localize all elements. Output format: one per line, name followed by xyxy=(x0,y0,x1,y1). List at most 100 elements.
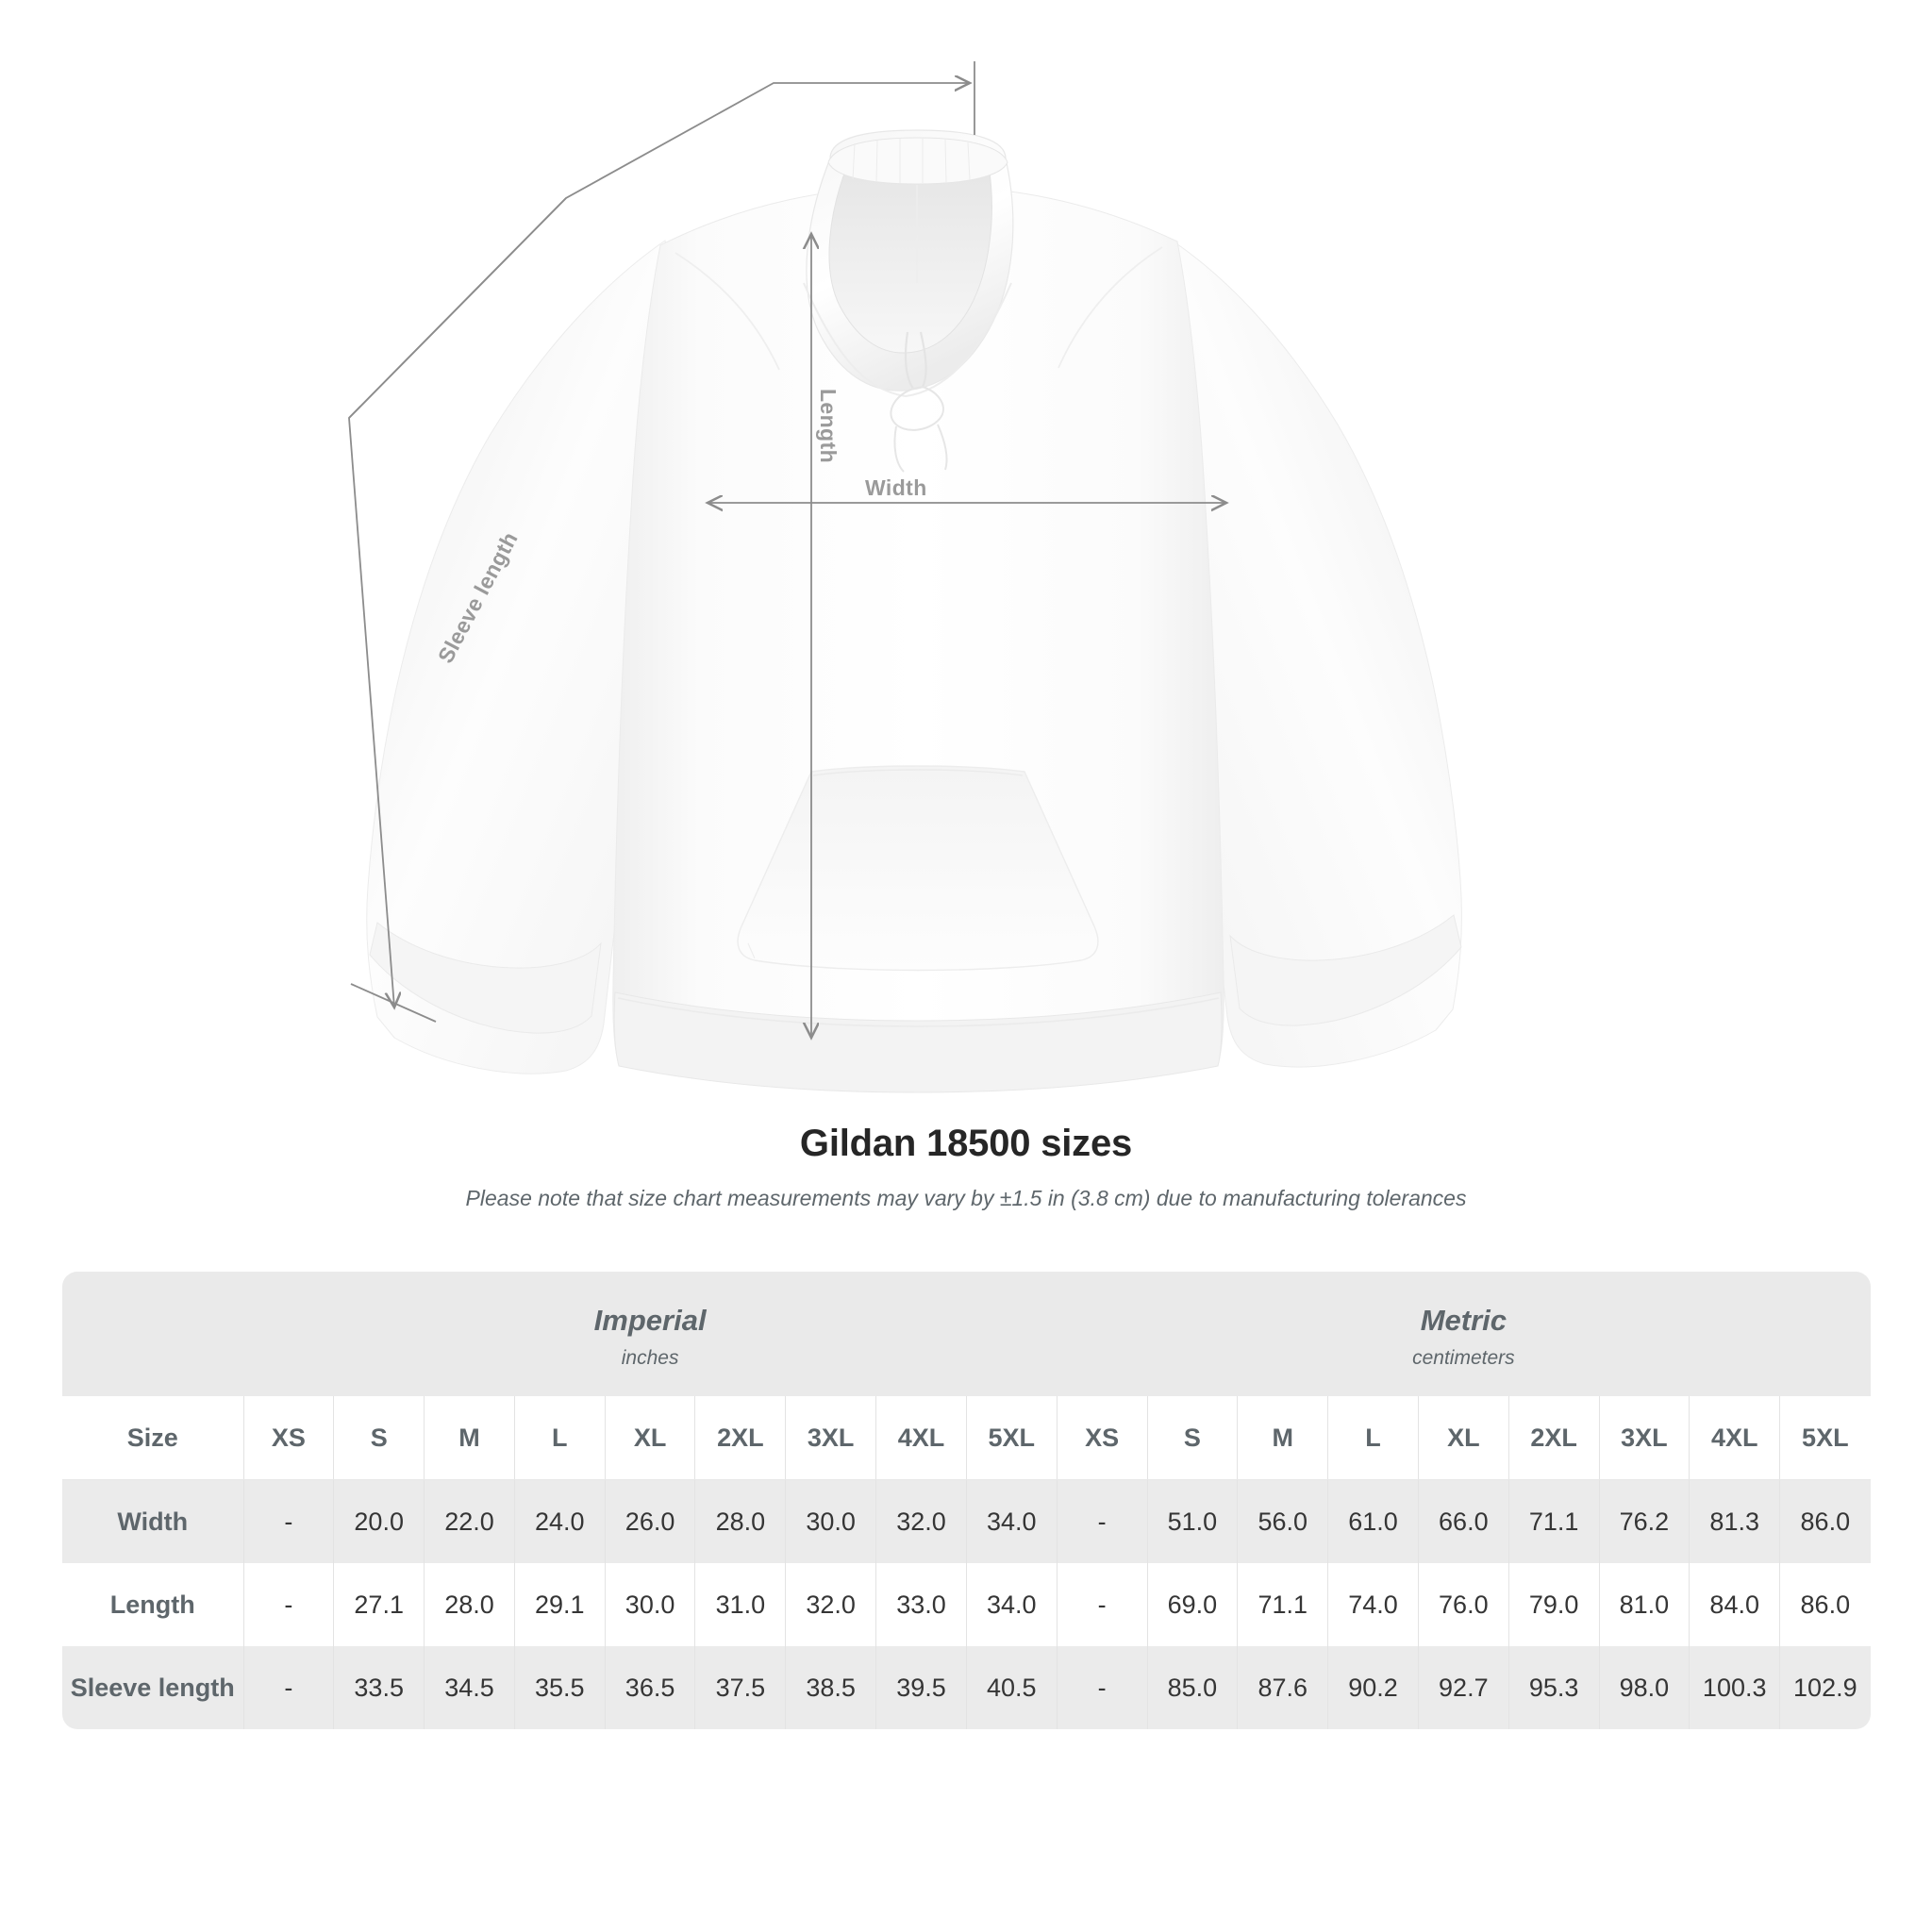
cell-sleeve-imperial-2xl: 37.5 xyxy=(694,1646,786,1729)
unit-banner-metric: Metric centimeters xyxy=(1057,1272,1871,1396)
col-header-imperial-xs: XS xyxy=(242,1396,334,1480)
unit-name-metric: Metric xyxy=(1420,1304,1507,1337)
unit-sub-imperial: inches xyxy=(621,1347,679,1369)
cell-width-imperial-xs: - xyxy=(242,1479,334,1563)
cell-length-metric-4xl: 84.0 xyxy=(1689,1563,1780,1646)
col-header-metric-xl: XL xyxy=(1417,1396,1509,1480)
cell-sleeve-metric-4xl: 100.3 xyxy=(1689,1646,1780,1729)
unit-name-imperial: Imperial xyxy=(593,1304,707,1337)
cell-sleeve-imperial-m: 34.5 xyxy=(424,1646,515,1729)
row-label-length: Length xyxy=(62,1563,243,1646)
title-block: Gildan 18500 sizes Please note that size… xyxy=(0,1123,1932,1211)
cell-length-imperial-3xl: 32.0 xyxy=(785,1563,876,1646)
size-table: Imperial inches Metric centimeters Size xyxy=(62,1272,1871,1729)
cell-length-imperial-l: 29.1 xyxy=(513,1563,606,1646)
col-header-metric-5xl: 5XL xyxy=(1779,1396,1871,1480)
col-header-imperial-l: L xyxy=(513,1396,606,1480)
cell-length-imperial-s: 27.1 xyxy=(333,1563,425,1646)
cell-sleeve-metric-s: 85.0 xyxy=(1146,1646,1238,1729)
unit-sub-metric: centimeters xyxy=(1412,1347,1515,1369)
cell-sleeve-metric-xs: - xyxy=(1056,1646,1148,1729)
measurement-lines xyxy=(348,61,1226,1038)
cell-width-metric-3xl: 76.2 xyxy=(1598,1479,1690,1563)
cell-sleeve-metric-2xl: 95.3 xyxy=(1507,1646,1600,1729)
col-header-metric-m: M xyxy=(1237,1396,1328,1480)
cell-sleeve-imperial-5xl: 40.5 xyxy=(965,1646,1058,1729)
col-header-imperial-5xl: 5XL xyxy=(965,1396,1058,1480)
col-header-imperial-m: M xyxy=(424,1396,515,1480)
cell-width-imperial-xl: 26.0 xyxy=(604,1479,695,1563)
sleeve-dimension-path xyxy=(348,197,567,1008)
cell-length-metric-xs: - xyxy=(1056,1563,1148,1646)
hoodie-graphic xyxy=(366,129,1462,1093)
cell-length-imperial-4xl: 33.0 xyxy=(875,1563,967,1646)
col-header-metric-l: L xyxy=(1327,1396,1419,1480)
col-header-metric-xs: XS xyxy=(1056,1396,1148,1480)
cell-sleeve-metric-xl: 92.7 xyxy=(1417,1646,1509,1729)
cell-length-metric-l: 74.0 xyxy=(1327,1563,1419,1646)
cell-width-metric-s: 51.0 xyxy=(1146,1479,1238,1563)
cell-width-metric-l: 61.0 xyxy=(1327,1479,1419,1563)
length-label: Length xyxy=(816,388,841,464)
cell-sleeve-metric-l: 90.2 xyxy=(1327,1646,1419,1729)
cell-length-metric-s: 69.0 xyxy=(1146,1563,1238,1646)
cell-sleeve-imperial-xs: - xyxy=(242,1646,334,1729)
cell-width-imperial-5xl: 34.0 xyxy=(965,1479,1058,1563)
cell-sleeve-metric-3xl: 98.0 xyxy=(1598,1646,1690,1729)
col-header-imperial-2xl: 2XL xyxy=(694,1396,786,1480)
cell-length-imperial-m: 28.0 xyxy=(424,1563,515,1646)
width-label: Width xyxy=(865,475,927,500)
cell-width-imperial-m: 22.0 xyxy=(424,1479,515,1563)
cell-sleeve-imperial-3xl: 38.5 xyxy=(785,1646,876,1729)
cell-width-imperial-2xl: 28.0 xyxy=(694,1479,786,1563)
size-table-container: Imperial inches Metric centimeters Size xyxy=(62,1272,1871,1729)
cell-width-metric-4xl: 81.3 xyxy=(1689,1479,1780,1563)
col-header-metric-s: S xyxy=(1146,1396,1238,1480)
cell-length-imperial-xs: - xyxy=(242,1563,334,1646)
garment-measurement-diagram: Length Width Sleeve length xyxy=(348,61,1462,1093)
row-label-width: Width xyxy=(62,1479,243,1563)
hoodie-illustration-svg xyxy=(348,61,1462,1093)
cell-length-imperial-2xl: 31.0 xyxy=(694,1563,786,1646)
cell-sleeve-imperial-xl: 36.5 xyxy=(604,1646,695,1729)
size-header-row: Size XS S M L XL 2XL 3XL 4XL 5XL XS S M … xyxy=(62,1396,1871,1480)
cell-length-metric-xl: 76.0 xyxy=(1417,1563,1509,1646)
col-header-imperial-4xl: 4XL xyxy=(875,1396,967,1480)
unit-banner-row: Imperial inches Metric centimeters xyxy=(62,1272,1871,1396)
cell-length-metric-3xl: 81.0 xyxy=(1598,1563,1690,1646)
cell-length-imperial-xl: 30.0 xyxy=(604,1563,695,1646)
row-label-sleeve-length: Sleeve length xyxy=(62,1646,243,1729)
cell-length-metric-m: 71.1 xyxy=(1237,1563,1328,1646)
col-header-metric-3xl: 3XL xyxy=(1598,1396,1690,1480)
cell-sleeve-metric-5xl: 102.9 xyxy=(1779,1646,1871,1729)
cell-width-imperial-s: 20.0 xyxy=(333,1479,425,1563)
sleeve-end-tick xyxy=(350,983,437,1023)
cell-sleeve-imperial-s: 33.5 xyxy=(333,1646,425,1729)
table-row-sleeve-length: Sleeve length - 33.5 34.5 35.5 36.5 37.5… xyxy=(62,1646,1871,1729)
cell-sleeve-imperial-l: 35.5 xyxy=(513,1646,606,1729)
cell-width-metric-2xl: 71.1 xyxy=(1507,1479,1600,1563)
unit-banner-imperial: Imperial inches xyxy=(243,1272,1058,1396)
cell-width-metric-xs: - xyxy=(1056,1479,1148,1563)
cell-width-imperial-3xl: 30.0 xyxy=(785,1479,876,1563)
cell-length-metric-2xl: 79.0 xyxy=(1507,1563,1600,1646)
table-row-length: Length - 27.1 28.0 29.1 30.0 31.0 32.0 3… xyxy=(62,1563,1871,1646)
page-title: Gildan 18500 sizes xyxy=(799,1123,1133,1164)
table-row-width: Width - 20.0 22.0 24.0 26.0 28.0 30.0 32… xyxy=(62,1479,1871,1563)
cell-length-metric-5xl: 86.0 xyxy=(1779,1563,1871,1646)
col-header-imperial-s: S xyxy=(333,1396,425,1480)
cell-width-metric-m: 56.0 xyxy=(1237,1479,1328,1563)
col-header-imperial-3xl: 3XL xyxy=(785,1396,876,1480)
col-header-imperial-xl: XL xyxy=(604,1396,695,1480)
col-header-metric-2xl: 2XL xyxy=(1507,1396,1600,1480)
cell-length-imperial-5xl: 34.0 xyxy=(965,1563,1058,1646)
cell-width-metric-xl: 66.0 xyxy=(1417,1479,1509,1563)
unit-banner-spacer xyxy=(62,1272,243,1396)
size-header-label: Size xyxy=(62,1396,243,1480)
tolerance-note: Please note that size chart measurements… xyxy=(465,1186,1467,1210)
cell-width-imperial-4xl: 32.0 xyxy=(875,1479,967,1563)
cell-width-imperial-l: 24.0 xyxy=(513,1479,606,1563)
col-header-metric-4xl: 4XL xyxy=(1689,1396,1780,1480)
cell-width-metric-5xl: 86.0 xyxy=(1779,1479,1871,1563)
